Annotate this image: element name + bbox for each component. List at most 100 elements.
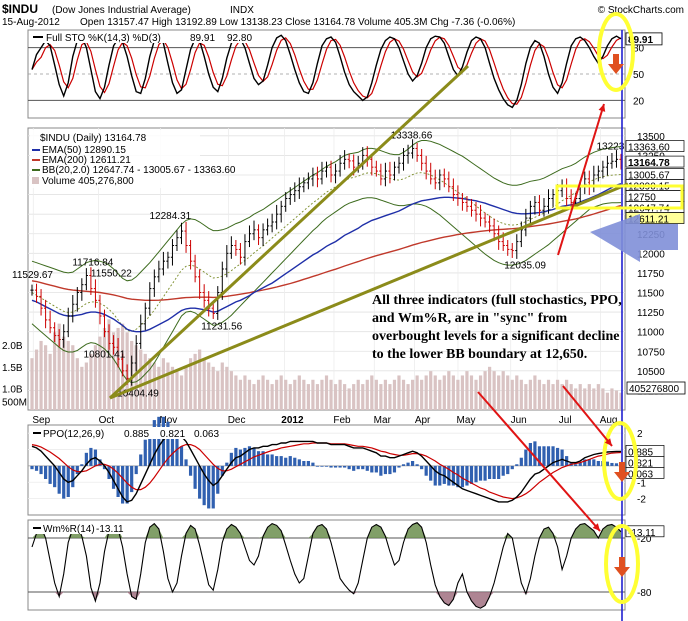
ppo-histogram-bar bbox=[447, 465, 451, 486]
volume-bar bbox=[406, 384, 410, 410]
volume-bar bbox=[555, 379, 560, 410]
ppo-tick-label: -1 bbox=[637, 478, 646, 489]
wmr-current-label: -13.11 bbox=[628, 528, 656, 539]
volume-bar bbox=[420, 379, 424, 410]
volume-bar bbox=[343, 384, 347, 410]
volume-bar bbox=[506, 375, 510, 410]
ppo-histogram-bar bbox=[130, 465, 134, 493]
price-current-label: 12611.21 bbox=[628, 215, 669, 226]
ppo-histogram-bar bbox=[157, 416, 161, 466]
ppo-histogram-bar bbox=[306, 461, 310, 466]
ppo-histogram-bar bbox=[465, 465, 469, 486]
bb-lower-line bbox=[31, 197, 622, 384]
volume-bar bbox=[324, 375, 329, 410]
ppo-series bbox=[30, 416, 623, 509]
down-arrow-icon-head bbox=[614, 472, 630, 482]
ppo-histogram-bar bbox=[125, 465, 129, 504]
x-axis-label: Nov bbox=[160, 415, 178, 426]
ppo-histogram-bar bbox=[270, 454, 274, 466]
sto-current-box bbox=[625, 32, 663, 46]
volume-bar bbox=[497, 375, 501, 410]
volume-bar bbox=[361, 384, 365, 410]
volume-bar bbox=[297, 375, 301, 410]
wmr-line bbox=[31, 522, 622, 609]
volume-bar bbox=[148, 358, 152, 410]
x-axis-label: Sep bbox=[32, 415, 50, 426]
ppo-legend-signal: 0.821 bbox=[160, 429, 185, 440]
volume-bar bbox=[93, 345, 98, 410]
volume-bar bbox=[34, 349, 39, 410]
price-current-box bbox=[625, 155, 685, 168]
ppo-histogram-bar bbox=[451, 465, 455, 486]
ppo-histogram-bar bbox=[551, 446, 555, 466]
sto-series bbox=[31, 34, 622, 109]
brand-watermark: © StockCharts.com bbox=[598, 5, 684, 16]
wmr-legend: Wm%R(14) -13.11 bbox=[30, 522, 140, 535]
ppo-histogram-bar bbox=[297, 459, 301, 466]
ppo-histogram-bar bbox=[184, 459, 188, 466]
volume-bar bbox=[238, 379, 243, 410]
ppo-histogram-bar bbox=[519, 457, 523, 466]
volume-bar bbox=[356, 379, 360, 410]
ppo-histogram-bar bbox=[66, 465, 70, 497]
price-tick-label: 12000 bbox=[637, 249, 665, 260]
ppo-histogram-bar bbox=[234, 447, 238, 466]
volume-bar bbox=[401, 379, 406, 410]
ppo-histogram-bar bbox=[134, 465, 138, 475]
volume-bars bbox=[30, 319, 623, 410]
volume-bar bbox=[460, 375, 465, 410]
price-current-box bbox=[625, 140, 685, 152]
price-legend-title: $INDU (Daily) 13164.78 bbox=[40, 133, 147, 144]
ppo-histogram-bar bbox=[98, 459, 102, 466]
volume-bar bbox=[374, 379, 378, 410]
volume-bar bbox=[302, 379, 306, 410]
ppo-histogram-bar bbox=[542, 446, 546, 466]
volume-bar bbox=[483, 371, 487, 410]
ppo-histogram-bar bbox=[315, 465, 320, 467]
volume-bar bbox=[515, 375, 519, 410]
ppo-histogram-bar bbox=[488, 465, 492, 479]
ema200-line bbox=[31, 204, 622, 301]
ema50-line bbox=[31, 182, 622, 333]
ppo-histogram-bar bbox=[293, 457, 297, 466]
volume-bar bbox=[329, 379, 333, 410]
volume-bar bbox=[433, 375, 437, 410]
volume-bar bbox=[216, 371, 220, 410]
header-exchange: INDX bbox=[230, 5, 254, 16]
ppo-tick-label: 2 bbox=[637, 429, 643, 440]
volume-bar bbox=[333, 384, 338, 410]
volume-bar bbox=[30, 358, 34, 410]
ppo-histogram-bar bbox=[483, 465, 487, 481]
price-annotation: 11231.56 bbox=[201, 321, 242, 332]
volume-current-box bbox=[626, 381, 686, 395]
ppo-histogram-bar bbox=[420, 465, 424, 470]
ppo-histogram-bar bbox=[469, 465, 474, 484]
ppo-histogram-bar bbox=[546, 446, 551, 466]
volume-bar bbox=[610, 388, 614, 410]
volume-bar bbox=[198, 349, 202, 410]
trendline-shallow bbox=[109, 182, 629, 400]
ema200-legend: EMA(200) 12611.21 bbox=[42, 155, 131, 166]
price-annotation: 12035.09 bbox=[504, 261, 546, 272]
header-name: (Dow Jones Industrial Average) bbox=[52, 5, 191, 16]
ppo-histogram-bar bbox=[574, 464, 578, 466]
ppo-current-label: 0.063 bbox=[628, 469, 653, 480]
volume-bar bbox=[107, 319, 111, 410]
down-arrow-icon-stem bbox=[613, 54, 619, 64]
ppo-histogram-bar bbox=[279, 456, 283, 466]
ppo-histogram-bar bbox=[311, 462, 315, 466]
ppo-histogram-bar bbox=[438, 465, 442, 486]
ppo-histogram-bar bbox=[116, 465, 120, 497]
volume-bar bbox=[474, 379, 478, 410]
ppo-current-label: 0.885 bbox=[628, 447, 653, 458]
volume-bar bbox=[66, 340, 70, 410]
wmr-tick-label: -20 bbox=[637, 534, 652, 545]
ppo-current-label: 0.821 bbox=[628, 458, 653, 469]
price-current-label: 12750 bbox=[628, 193, 656, 204]
wmr-legend-value: -13.11 bbox=[96, 524, 124, 535]
highlight-ellipse-ppo bbox=[602, 421, 638, 501]
volume-bar bbox=[80, 366, 84, 410]
ppo-histogram-bar bbox=[243, 447, 247, 466]
sto-tick-label: 50 bbox=[633, 70, 645, 81]
x-axis-label: May bbox=[457, 415, 476, 426]
